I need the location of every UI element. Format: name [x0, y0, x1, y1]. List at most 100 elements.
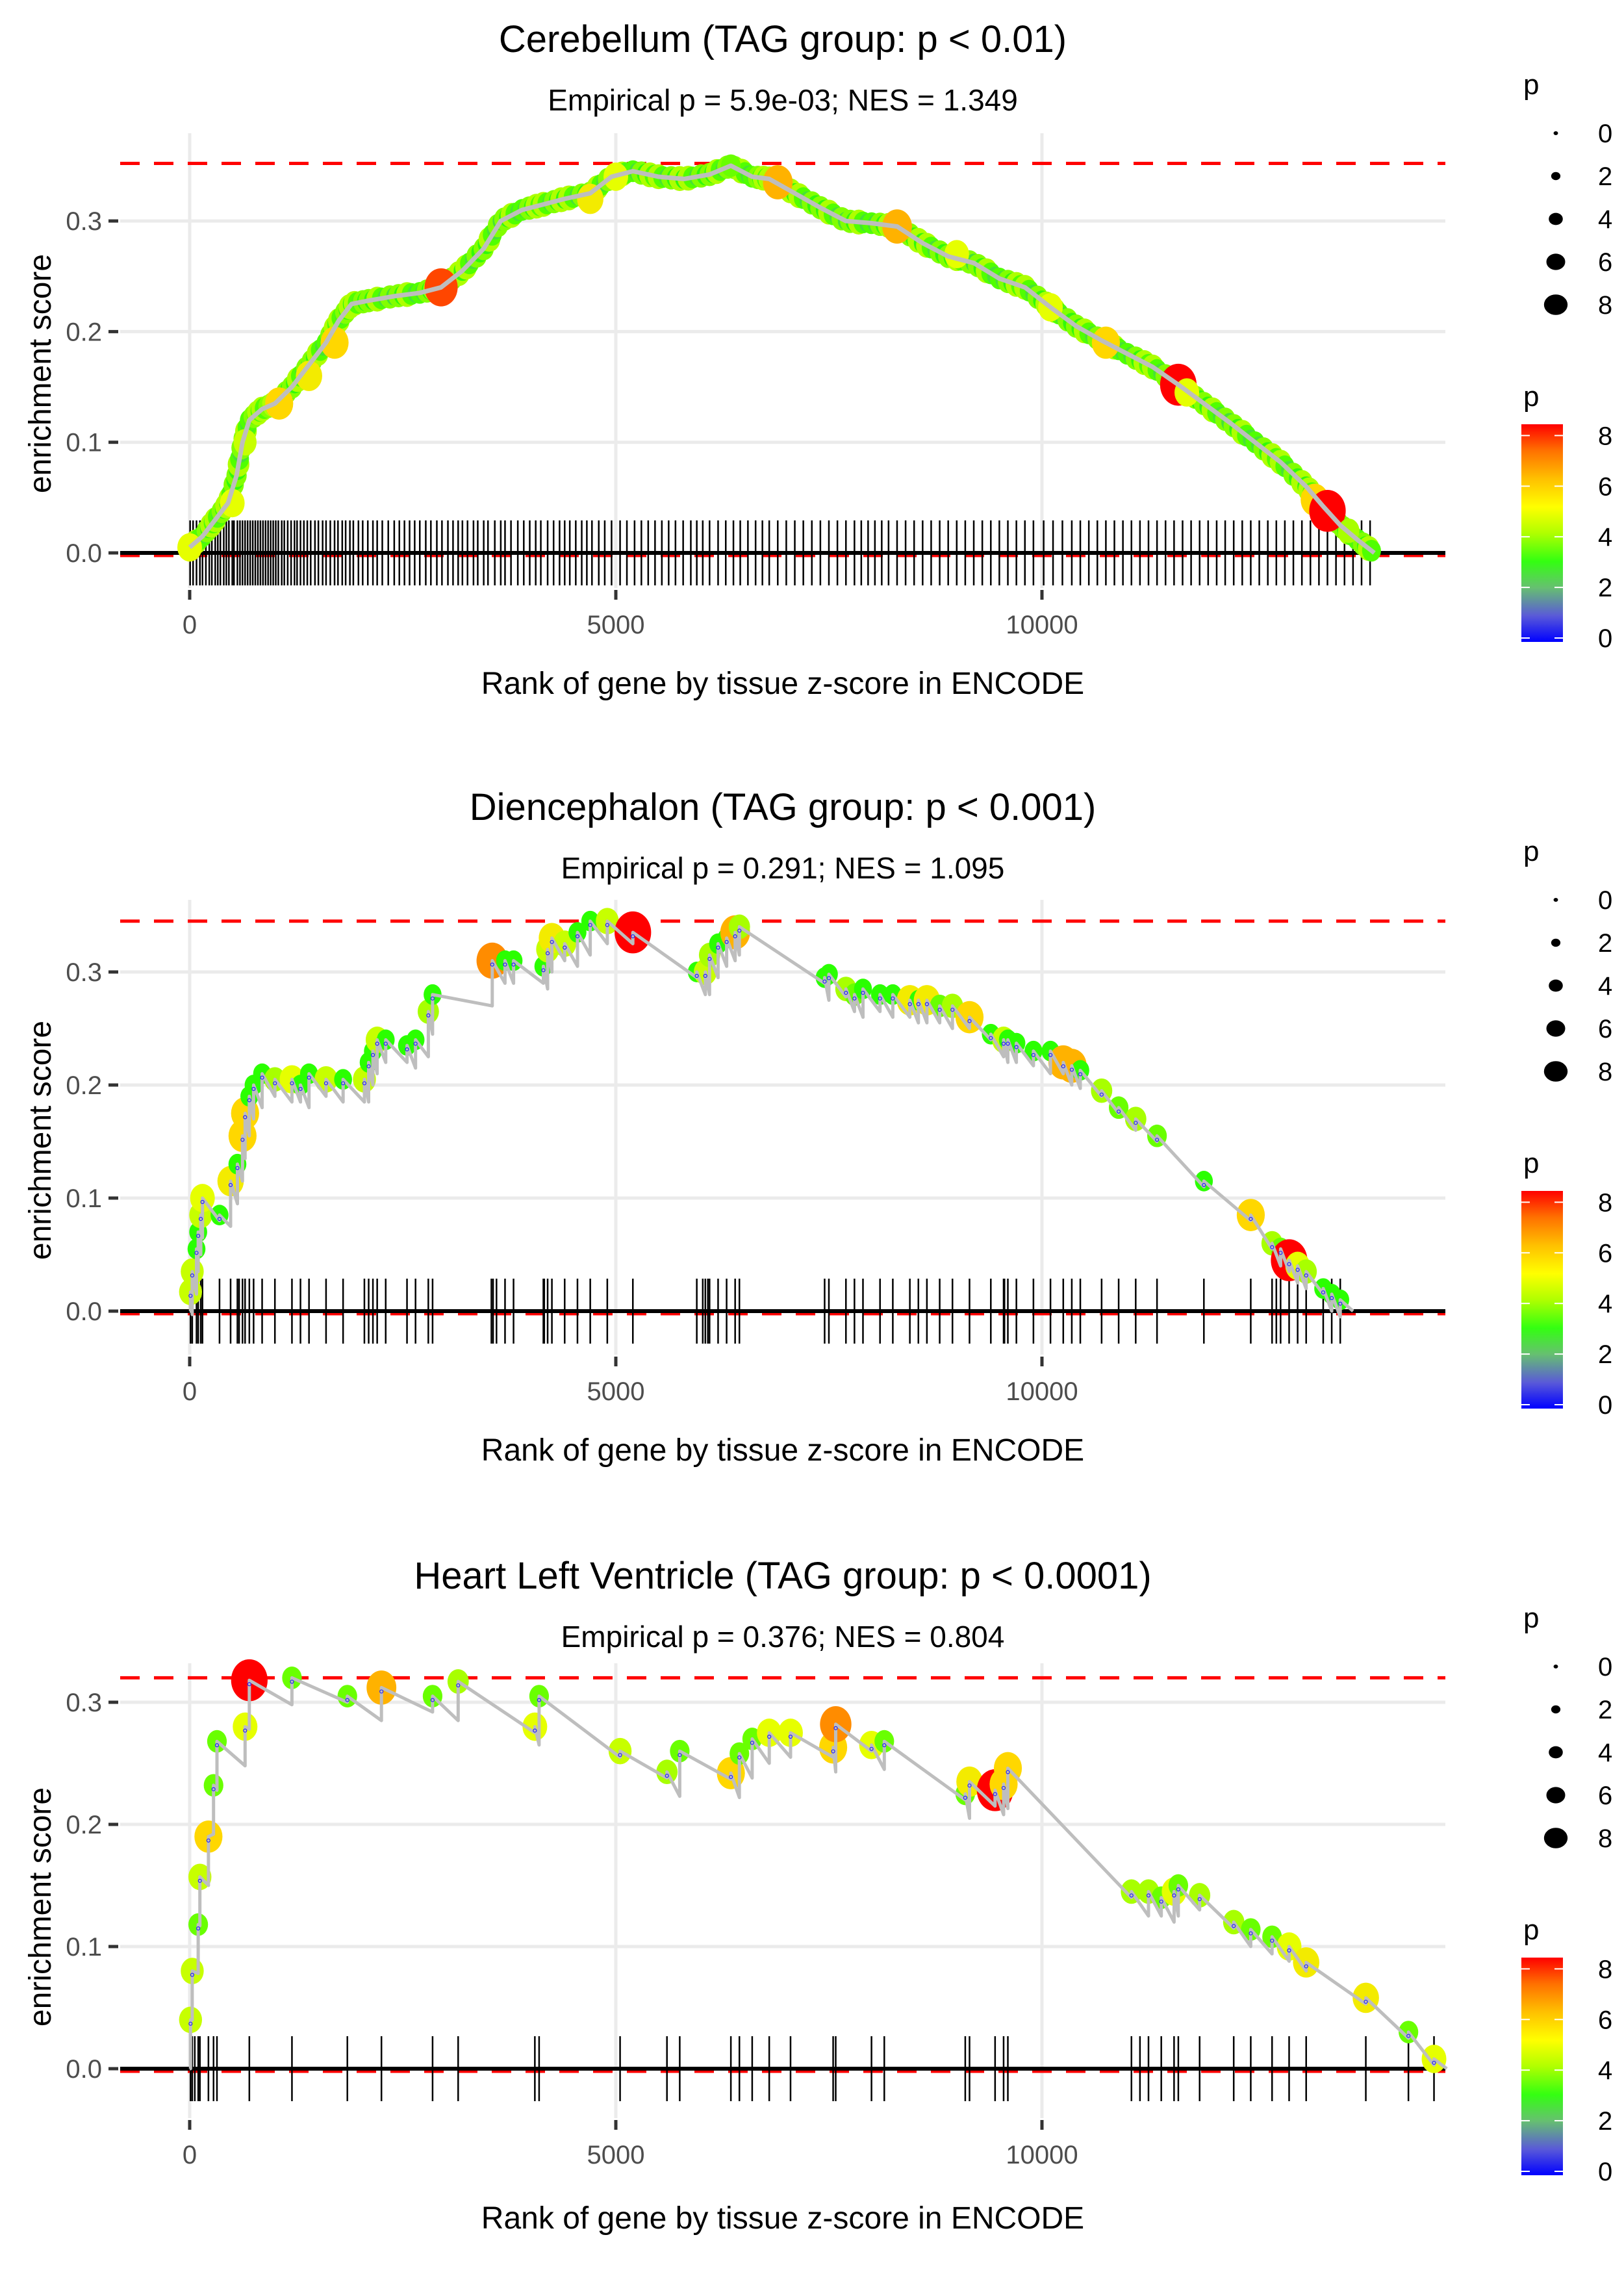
trough-marker [588, 923, 592, 927]
size-legend-dot [1553, 898, 1558, 902]
trough-marker [788, 1734, 793, 1739]
color-legend-label: 6 [1598, 1239, 1612, 1268]
trough-marker [298, 1086, 303, 1092]
size-legend-label: 8 [1598, 1058, 1612, 1086]
y-tick-label: 0.2 [66, 318, 102, 346]
trough-marker [196, 1234, 201, 1238]
trough-marker [1031, 1053, 1035, 1057]
x-tick-label: 10000 [1006, 1377, 1078, 1406]
trough-marker [541, 968, 546, 973]
y-tick-label: 0.1 [66, 1933, 102, 1961]
trough-marker [243, 1728, 247, 1733]
data-point [296, 361, 322, 391]
trough-marker [405, 1047, 409, 1052]
color-legend-label: 0 [1598, 2158, 1612, 2186]
color-bar [1521, 1958, 1563, 2175]
size-legend-dot [1543, 1828, 1568, 1848]
trough-marker [413, 1041, 418, 1046]
trough-marker [833, 1726, 838, 1730]
size-legend-dot [1549, 212, 1563, 225]
y-tick-label: 0.2 [66, 1811, 102, 1839]
trough-marker [240, 1138, 245, 1142]
panel-cerebellum: Cerebellum (TAG group: p < 0.01) Empiric… [23, 18, 1445, 701]
x-axis-label: Rank of gene by tissue z-score in ENCODE [481, 1433, 1084, 1468]
color-legend-title: p [1523, 1147, 1539, 1179]
size-legend-dot [1546, 1020, 1566, 1037]
color-legend-title: p [1523, 1914, 1539, 1946]
trough-marker [1270, 1938, 1275, 1943]
panel-subtitle: Empirical p = 0.291; NES = 1.095 [561, 851, 1005, 885]
color-legend-label: 4 [1598, 523, 1612, 552]
trough-marker [1159, 1899, 1163, 1904]
color-legend-label: 8 [1598, 422, 1612, 450]
trough-marker [605, 923, 609, 927]
trough-marker [197, 1878, 202, 1883]
trough-marker [198, 1216, 203, 1221]
trough-marker [1270, 1245, 1275, 1249]
trough-marker [290, 1081, 294, 1086]
size-legend-dot [1553, 131, 1558, 135]
trough-marker [916, 1002, 920, 1006]
trough-marker [1249, 1216, 1253, 1221]
trough-marker [260, 1075, 264, 1080]
color-legend-label: 4 [1598, 2056, 1612, 2085]
trough-marker [228, 1182, 233, 1188]
trough-marker [678, 1753, 682, 1757]
trough-marker [366, 1064, 371, 1069]
size-legend-title: p [1523, 1602, 1539, 1634]
trough-marker [345, 1698, 349, 1702]
trough-marker [1364, 1999, 1368, 2004]
trough-marker [729, 1774, 733, 1780]
trough-marker [217, 1216, 222, 1221]
color-legend-label: 8 [1598, 1955, 1612, 1984]
trough-marker [1069, 1067, 1074, 1072]
x-tick-label: 10000 [1006, 611, 1078, 639]
x-tick-label: 0 [183, 2141, 197, 2169]
size-legend-title: p [1523, 69, 1539, 101]
size-legend-label: 6 [1598, 248, 1612, 277]
color-legend-label: 4 [1598, 1290, 1612, 1318]
legend-panel-2: p 0 2 4 6 8 p 8 6 4 2 0 [1521, 836, 1612, 1420]
trough-marker [537, 1698, 542, 1702]
trough-marker [694, 973, 699, 978]
y-tick-label: 0.3 [66, 958, 102, 987]
trough-marker [235, 1166, 240, 1170]
size-legend-label: 0 [1598, 120, 1612, 148]
trough-marker [1129, 1893, 1134, 1898]
trough-marker [950, 1008, 955, 1012]
panel-subtitle: Empirical p = 0.376; NES = 0.804 [561, 1620, 1005, 1654]
trough-marker [426, 1013, 431, 1018]
trough-marker [631, 934, 635, 939]
trough-marker [188, 2021, 193, 2026]
running-es-curve [188, 163, 1376, 555]
trough-marker [1061, 1064, 1065, 1069]
trough-marker [545, 951, 550, 956]
trough-marker [737, 1755, 742, 1760]
trough-marker [665, 1774, 669, 1778]
trough-marker [290, 1680, 294, 1684]
legend-panel-3: p 0 2 4 6 8 p 8 6 4 2 0 [1521, 1602, 1612, 2186]
color-legend-label: 2 [1598, 2107, 1612, 2136]
y-tick-label: 0.0 [66, 2055, 102, 2084]
trough-marker [188, 1294, 193, 1298]
trough-marker [383, 1041, 388, 1046]
trough-marker [375, 1041, 379, 1046]
y-tick-label: 0.3 [66, 1689, 102, 1717]
size-legend-dot [1551, 172, 1561, 181]
y-tick-label: 0.3 [66, 207, 102, 236]
plot-area: 0 5000 10000 0.0 0.1 0.2 0.3 [66, 900, 1445, 1406]
trough-marker [869, 1746, 874, 1751]
size-legend-title: p [1523, 836, 1539, 867]
panel-subtitle: Empirical p = 5.9e-03; NES = 1.349 [548, 83, 1018, 117]
trough-marker [490, 962, 494, 967]
size-legend-dot [1546, 1787, 1566, 1804]
trough-marker [379, 1689, 384, 1694]
trough-marker [1078, 1072, 1083, 1077]
color-legend-label: 8 [1598, 1188, 1612, 1217]
trough-marker [963, 1795, 968, 1800]
color-legend-label: 0 [1598, 624, 1612, 653]
size-legend-dot [1546, 253, 1566, 270]
x-tick-label: 5000 [587, 2141, 645, 2169]
size-legend-dot [1549, 1746, 1563, 1759]
trough-marker [243, 1115, 247, 1119]
